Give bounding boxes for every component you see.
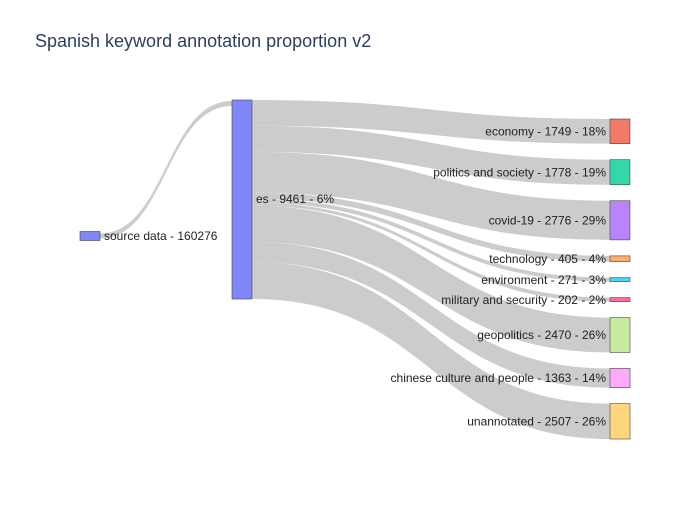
link-es-economy — [252, 100, 610, 144]
link-es-unannotated — [252, 262, 610, 439]
node-unannotated — [609, 403, 631, 440]
node-label-technology: technology - 405 - 4% — [489, 252, 606, 266]
node-politics — [609, 159, 631, 186]
link-es-technology — [252, 192, 610, 262]
link-source-es — [100, 101, 232, 239]
node-label-covid: covid-19 - 2776 - 29% — [489, 213, 607, 227]
node-label-geopolitics: geopolitics - 2470 - 26% — [477, 328, 606, 342]
node-geopolitics — [609, 317, 631, 353]
node-es — [231, 99, 253, 300]
link-es-culture — [252, 242, 610, 388]
node-technology — [609, 255, 631, 262]
link-es-geopolitics — [252, 205, 610, 353]
chart-title: Spanish keyword annotation proportion v2 — [35, 31, 372, 51]
node-source — [79, 231, 101, 241]
link-es-environment — [252, 198, 610, 282]
link-es-military — [252, 202, 610, 302]
node-label-culture: chinese culture and people - 1363 - 14% — [391, 371, 607, 385]
node-label-economy: economy - 1749 - 18% — [485, 125, 606, 139]
node-covid — [609, 200, 631, 241]
node-culture — [609, 368, 631, 388]
nodes-layer — [79, 99, 631, 440]
node-economy — [609, 118, 631, 144]
labels-layer: source data - 160276 es - 9461 - 6% econom… — [104, 125, 606, 429]
node-label-source: source data - 160276 — [104, 229, 218, 243]
node-label-es: es - 9461 - 6% — [256, 192, 334, 206]
node-label-environment: environment - 271 - 3% — [481, 273, 606, 287]
link-es-covid — [252, 151, 610, 240]
links-layer — [100, 100, 610, 439]
node-label-unannotated: unannotated - 2507 - 26% — [467, 414, 606, 428]
node-environment — [609, 277, 631, 282]
node-label-politics: politics and society - 1778 - 19% — [433, 165, 606, 179]
node-military — [609, 297, 631, 302]
link-es-politics — [252, 125, 610, 185]
node-label-military: military and security - 202 - 2% — [441, 293, 606, 307]
